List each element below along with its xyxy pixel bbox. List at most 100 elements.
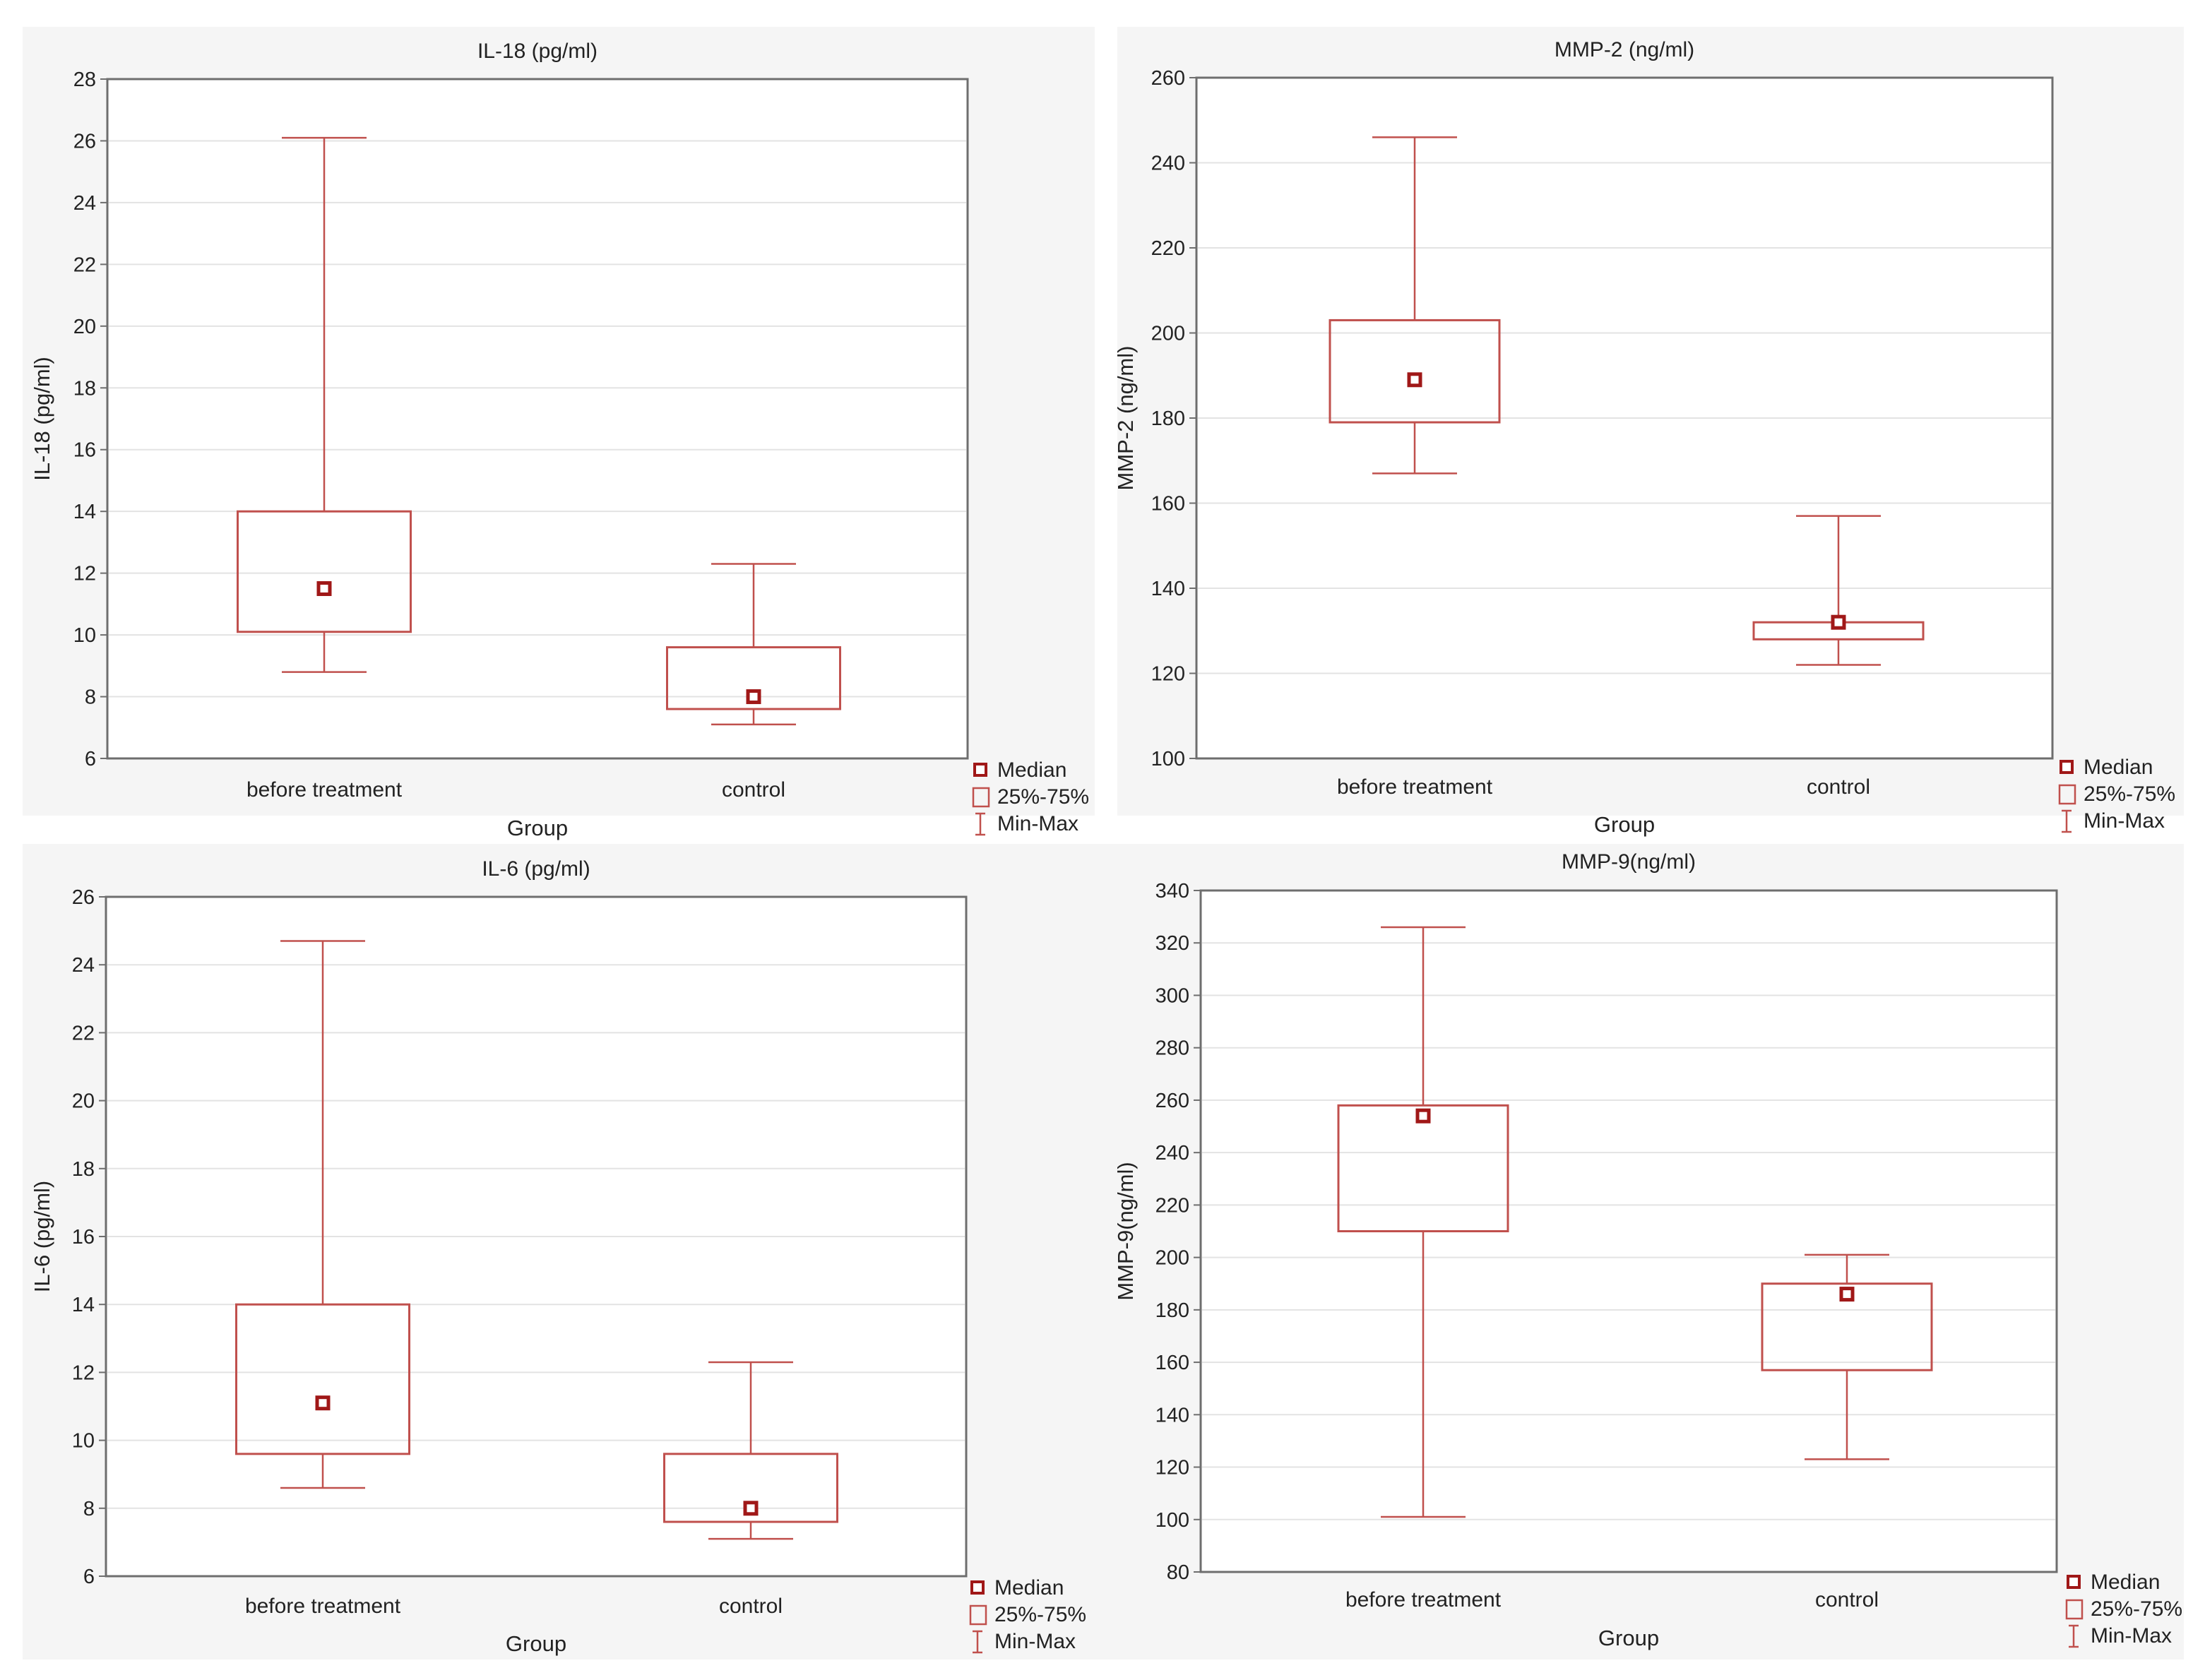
x-axis-title: Group xyxy=(1598,1626,1659,1650)
box-before-treatment xyxy=(237,136,412,673)
box-control xyxy=(1752,515,1925,666)
box-before-treatment xyxy=(1329,136,1501,475)
chart-title: IL-18 (pg/ml) xyxy=(477,40,598,63)
box-control xyxy=(663,1361,838,1540)
legend-range-label: Min-Max xyxy=(994,1630,1076,1653)
iqr-box xyxy=(1329,318,1501,424)
y-tick-label: 140 xyxy=(1155,1404,1189,1426)
median-marker xyxy=(1831,614,1846,630)
y-tick-label: 260 xyxy=(1155,1090,1189,1112)
y-tick-label: 26 xyxy=(72,886,95,909)
chart-panel-2: 100 120 140 160 180 200 220 240 260 MMP-2 (ng/ml)… xyxy=(1113,27,2184,837)
legend-median-label: Median xyxy=(997,758,1066,782)
iqr-box xyxy=(1337,1104,1509,1233)
median-marker xyxy=(315,1395,331,1411)
y-tick-label: 18 xyxy=(73,377,96,400)
box-control xyxy=(1761,1253,1933,1460)
y-axis-title: IL-18 (pg/ml) xyxy=(30,357,54,481)
y-tick-label: 6 xyxy=(85,748,96,770)
legend-median-label: Median xyxy=(994,1576,1064,1599)
y-tick-label: 24 xyxy=(73,192,96,215)
y-tick-label: 10 xyxy=(72,1430,95,1453)
y-tick-label: 8 xyxy=(83,1498,95,1520)
legend: Median 25%-75% Min-Max xyxy=(2065,1571,2182,1648)
median-marker xyxy=(1415,1108,1431,1124)
legend: Median 25%-75% Min-Max xyxy=(2058,756,2175,833)
legend-iqr-label: 25%-75% xyxy=(2084,782,2175,806)
y-tick-label: 280 xyxy=(1155,1037,1189,1060)
chart-title: MMP-9(ng/ml) xyxy=(1562,850,1696,874)
legend-median-symbol xyxy=(973,763,987,777)
y-tick-label: 320 xyxy=(1155,932,1189,955)
y-tick-label: 20 xyxy=(72,1090,95,1113)
chart-panel-4: 80 100 120 140 160 180 200 220 240 260 280 300 320 34… xyxy=(1113,844,2184,1660)
y-tick-label: 240 xyxy=(1151,153,1185,175)
x-category-label: before treatment xyxy=(1337,775,1493,799)
y-tick-label: 220 xyxy=(1155,1194,1189,1217)
chart-panel-1: 6 8 10 12 14 16 18 20 22 24 26 28 IL-18 (pg/ml) IL-18… xyxy=(23,27,1095,840)
y-tick-label: 8 xyxy=(85,686,96,709)
chart-title: MMP-2 (ng/ml) xyxy=(1555,38,1694,61)
x-axis-title: Group xyxy=(507,816,568,840)
y-tick-label: 120 xyxy=(1155,1457,1189,1479)
y-tick-label: 22 xyxy=(72,1022,95,1044)
y-tick-label: 300 xyxy=(1155,984,1189,1007)
y-tick-label: 22 xyxy=(73,254,96,276)
x-category-label: before treatment xyxy=(245,1595,401,1618)
y-tick-label: 160 xyxy=(1151,493,1185,516)
legend: Median 25%-75% Min-Max xyxy=(972,758,1089,836)
y-tick-label: 160 xyxy=(1155,1352,1189,1374)
y-axis-title: IL-6 (pg/ml) xyxy=(30,1181,54,1292)
y-tick-label: 14 xyxy=(72,1294,95,1316)
y-tick-label: 20 xyxy=(73,316,96,338)
legend-median-symbol xyxy=(970,1580,985,1595)
y-tick-label: 14 xyxy=(73,501,96,523)
legend-iqr-symbol xyxy=(2058,784,2076,805)
median-marker xyxy=(316,581,332,596)
x-category-label: before treatment xyxy=(246,778,403,802)
x-category-label: control xyxy=(722,778,785,802)
iqr-box xyxy=(237,510,412,633)
legend-range-label: Min-Max xyxy=(2091,1624,2172,1648)
y-tick-label: 26 xyxy=(73,130,96,153)
legend-iqr-symbol xyxy=(2065,1599,2084,1620)
legend-range-label: Min-Max xyxy=(2084,809,2165,833)
box-before-treatment xyxy=(235,940,410,1489)
y-tick-label: 120 xyxy=(1151,663,1185,686)
y-axis-title: MMP-2 (ng/ml) xyxy=(1113,346,1138,491)
y-tick-label: 6 xyxy=(83,1566,95,1588)
y-tick-label: 24 xyxy=(72,954,95,977)
iqr-box xyxy=(666,646,841,710)
legend-iqr-symbol xyxy=(972,787,990,808)
chart-title: IL-6 (pg/ml) xyxy=(482,857,590,881)
y-tick-label: 12 xyxy=(73,563,96,585)
median-marker xyxy=(743,1501,759,1516)
y-tick-label: 16 xyxy=(73,439,96,462)
y-axis-title: MMP-9(ng/ml) xyxy=(1113,1162,1138,1300)
x-category-label: control xyxy=(1807,775,1870,799)
y-tick-label: 180 xyxy=(1155,1299,1189,1322)
y-tick-label: 140 xyxy=(1151,578,1185,600)
legend-median-label: Median xyxy=(2091,1571,2160,1594)
x-axis-title: Group xyxy=(1594,812,1655,837)
y-tick-label: 240 xyxy=(1155,1142,1189,1164)
y-tick-label: 80 xyxy=(1167,1561,1189,1584)
legend: Median 25%-75% Min-Max xyxy=(969,1576,1086,1654)
y-tick-label: 220 xyxy=(1151,237,1185,260)
iqr-box xyxy=(663,1453,838,1523)
iqr-box xyxy=(1761,1282,1933,1371)
chart-panel-3: 6 8 10 12 14 16 18 20 22 24 26 IL-6 (pg/ml) IL-6 (pg… xyxy=(23,844,1117,1660)
y-tick-label: 100 xyxy=(1151,748,1185,770)
median-marker xyxy=(1407,372,1422,388)
y-tick-label: 100 xyxy=(1155,1509,1189,1532)
median-marker xyxy=(1839,1287,1855,1302)
legend-iqr-label: 25%-75% xyxy=(2091,1597,2182,1621)
y-tick-label: 12 xyxy=(72,1362,95,1384)
y-tick-label: 180 xyxy=(1151,407,1185,430)
y-tick-label: 200 xyxy=(1151,323,1185,345)
legend-median-symbol xyxy=(2060,760,2074,774)
y-tick-label: 340 xyxy=(1155,880,1189,902)
plot-area xyxy=(1199,889,2058,1573)
y-tick-label: 10 xyxy=(73,624,96,647)
